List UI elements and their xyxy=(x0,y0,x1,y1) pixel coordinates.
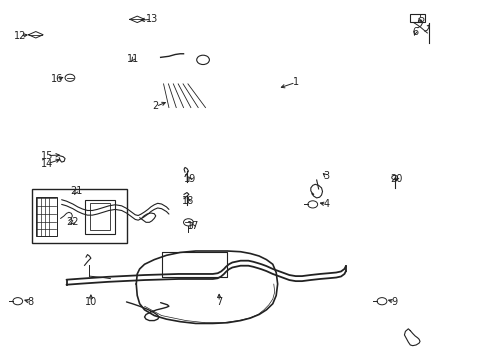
Text: 6: 6 xyxy=(411,27,417,37)
Text: 13: 13 xyxy=(145,14,158,24)
Text: 12: 12 xyxy=(14,31,26,41)
Text: 3: 3 xyxy=(323,171,329,181)
Text: 11: 11 xyxy=(127,54,139,64)
Bar xyxy=(36,197,57,235)
Text: 20: 20 xyxy=(389,174,402,184)
Text: 15: 15 xyxy=(41,150,53,161)
Text: 4: 4 xyxy=(323,199,329,210)
Bar xyxy=(90,203,110,230)
Bar xyxy=(409,14,424,22)
Text: 19: 19 xyxy=(183,174,196,184)
Text: 17: 17 xyxy=(187,221,199,231)
Text: 9: 9 xyxy=(391,297,397,307)
Bar xyxy=(85,200,115,234)
Text: 8: 8 xyxy=(28,297,34,307)
Bar xyxy=(32,189,127,243)
Text: 2: 2 xyxy=(152,102,159,112)
Text: 16: 16 xyxy=(51,74,63,84)
Text: 21: 21 xyxy=(70,186,82,197)
Text: 7: 7 xyxy=(216,297,222,307)
Text: 1: 1 xyxy=(292,77,298,87)
Text: 10: 10 xyxy=(84,297,97,307)
Text: 22: 22 xyxy=(66,217,79,227)
Text: 5: 5 xyxy=(417,14,423,24)
Text: 14: 14 xyxy=(41,159,53,169)
Text: 18: 18 xyxy=(182,196,194,206)
